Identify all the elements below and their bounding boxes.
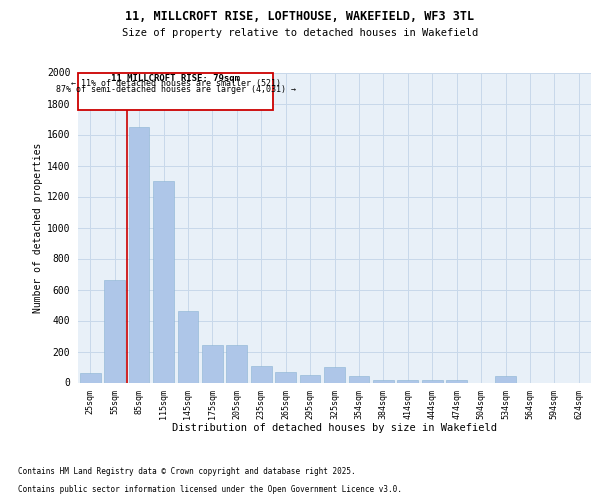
X-axis label: Distribution of detached houses by size in Wakefield: Distribution of detached houses by size … bbox=[172, 423, 497, 433]
Bar bbox=[153, 181, 174, 382]
Bar bbox=[373, 380, 394, 382]
Bar bbox=[397, 380, 418, 382]
Text: Contains public sector information licensed under the Open Government Licence v3: Contains public sector information licen… bbox=[18, 485, 402, 494]
Text: 11 MILLCROFT RISE: 79sqm: 11 MILLCROFT RISE: 79sqm bbox=[112, 74, 241, 82]
Bar bbox=[324, 367, 345, 382]
Bar bbox=[251, 366, 272, 382]
FancyBboxPatch shape bbox=[79, 72, 274, 110]
Bar bbox=[299, 375, 320, 382]
Bar bbox=[495, 376, 516, 382]
Bar bbox=[80, 373, 101, 382]
Text: Size of property relative to detached houses in Wakefield: Size of property relative to detached ho… bbox=[122, 28, 478, 38]
Text: 11, MILLCROFT RISE, LOFTHOUSE, WAKEFIELD, WF3 3TL: 11, MILLCROFT RISE, LOFTHOUSE, WAKEFIELD… bbox=[125, 10, 475, 23]
Bar bbox=[202, 346, 223, 383]
Bar bbox=[104, 280, 125, 382]
Bar bbox=[226, 346, 247, 383]
Bar bbox=[275, 372, 296, 382]
Text: Contains HM Land Registry data © Crown copyright and database right 2025.: Contains HM Land Registry data © Crown c… bbox=[18, 467, 356, 476]
Y-axis label: Number of detached properties: Number of detached properties bbox=[32, 142, 43, 312]
Text: 87% of semi-detached houses are larger (4,031) →: 87% of semi-detached houses are larger (… bbox=[56, 85, 296, 94]
Text: ← 11% of detached houses are smaller (521): ← 11% of detached houses are smaller (52… bbox=[71, 79, 281, 88]
Bar bbox=[349, 376, 370, 382]
Bar bbox=[446, 380, 467, 382]
Bar bbox=[128, 126, 149, 382]
Bar bbox=[178, 311, 199, 382]
Bar bbox=[422, 380, 443, 382]
